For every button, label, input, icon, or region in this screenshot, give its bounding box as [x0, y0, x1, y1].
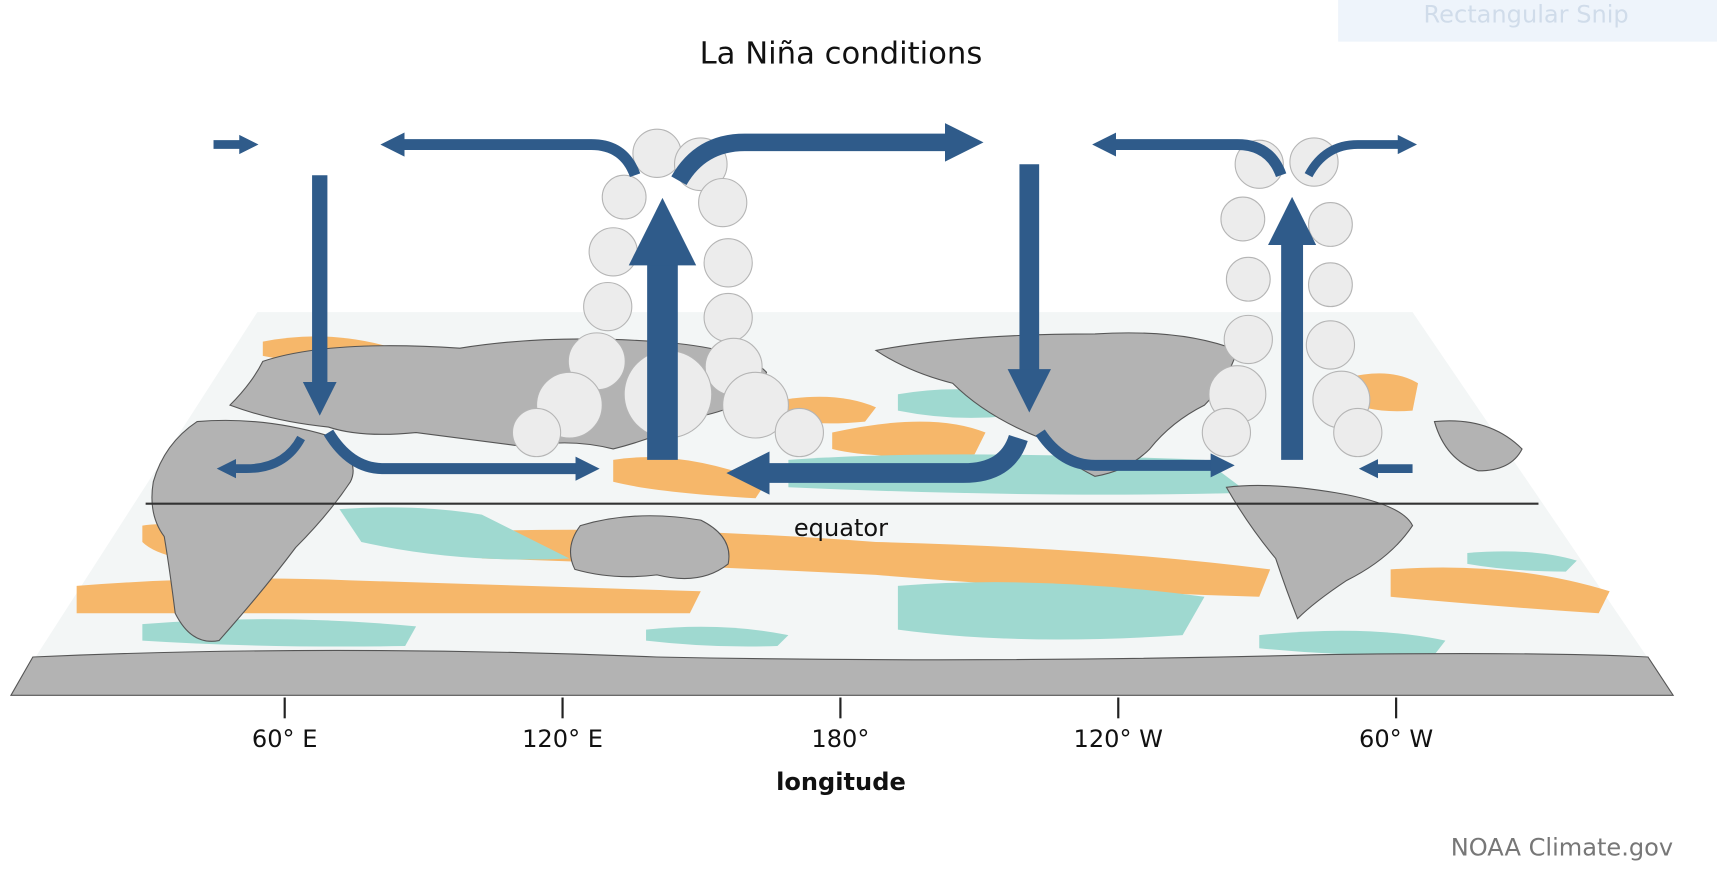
longitude-axis: 60° E 120° E 180° 120° W 60° W: [252, 697, 1433, 753]
tick-label: 120° E: [522, 725, 603, 753]
tick-label: 180°: [811, 725, 869, 753]
equator-label: equator: [794, 514, 888, 542]
circulation: [213, 123, 1418, 495]
snip-overlay: [1338, 0, 1717, 42]
title: La Niña conditions: [700, 36, 983, 71]
axis-label: longitude: [776, 768, 906, 796]
credit: NOAA Climate.gov: [1451, 834, 1673, 862]
tick-label: 120° W: [1074, 725, 1164, 753]
snip-label: Rectangular Snip: [1424, 0, 1629, 28]
tick-label: 60° W: [1359, 725, 1433, 753]
tick-label: 60° E: [252, 725, 318, 753]
